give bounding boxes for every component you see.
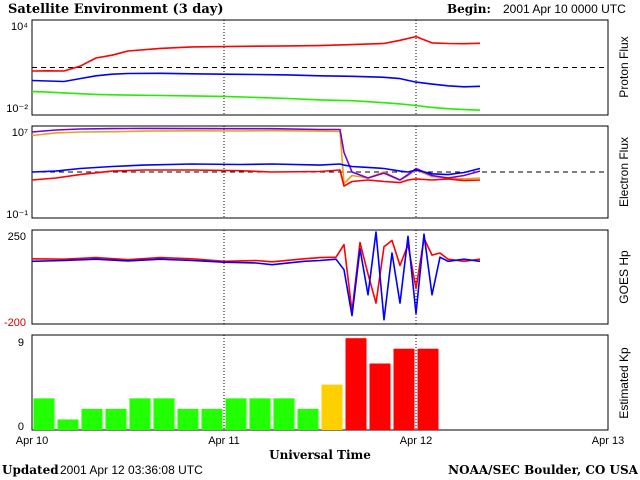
- kp-ytick-bottom: 0: [18, 421, 24, 433]
- estimated-kp-panel: 9 0 Estimated Kp: [18, 334, 631, 433]
- x-tick-label-1: Apr 10: [16, 435, 48, 447]
- electron-ytick-top: 10⁷: [12, 127, 28, 139]
- kp-bar-10: [249, 398, 271, 430]
- electron-series-orange-0: [31, 129, 481, 185]
- hp-frame: [31, 229, 609, 325]
- x-tick-label-2: Apr 11: [208, 435, 240, 447]
- x-axis-label: Universal Time: [269, 448, 371, 462]
- proton-ylabel: Proton Flux: [617, 36, 631, 97]
- kp-bar-6: [153, 398, 175, 430]
- kp-bar-7: [177, 408, 199, 430]
- hp-ylabel: GOES Hp: [617, 250, 631, 304]
- electron-ylabel: Electron Flux: [617, 137, 631, 207]
- proton-flux-panel: 10⁴ 10⁻² Proton Flux: [6, 19, 631, 116]
- kp-frame: [31, 334, 609, 431]
- begin-value: 2001 Apr 10 0000 UTC: [503, 2, 626, 16]
- hp-ytick-top: 250: [8, 231, 26, 243]
- electron-flux-panel: 10⁷ 10⁻¹ Electron Flux: [6, 125, 631, 221]
- x-tick-label-3: Apr 12: [400, 435, 432, 447]
- proton-series-green-2: [31, 90, 481, 111]
- electron-series-red-3: [31, 169, 481, 187]
- proton-series-red-0: [31, 35, 481, 72]
- electron-series: [31, 126, 608, 218]
- kp-ytick-top: 9: [18, 337, 24, 349]
- updated-label: Updated: [2, 463, 59, 477]
- x-tick-label-4: Apr 13: [592, 435, 624, 447]
- figure-title: Satellite Environment (3 day): [8, 2, 223, 17]
- goes-hp-panel: 250 -200 GOES Hp: [4, 229, 631, 329]
- kp-bar-17: [417, 348, 439, 430]
- kp-bar-15: [369, 363, 391, 430]
- kp-bars: [33, 335, 439, 430]
- kp-bar-1: [33, 398, 55, 430]
- proton-series-blue-1: [31, 72, 481, 88]
- electron-series-blue-2: [31, 163, 481, 176]
- kp-bar-14: [345, 338, 367, 430]
- x-axis: Apr 10 Apr 11 Apr 12 Apr 13: [16, 435, 624, 447]
- kp-bar-13: [321, 384, 343, 430]
- kp-bar-5: [129, 398, 151, 430]
- kp-bar-9: [225, 398, 247, 430]
- electron-ytick-bottom: 10⁻¹: [6, 209, 28, 221]
- proton-ytick-bottom: 10⁻²: [6, 103, 28, 115]
- kp-bar-16: [393, 348, 415, 430]
- credit-text: NOAA/SEC Boulder, CO USA: [448, 463, 639, 477]
- proton-series: [31, 20, 608, 115]
- hp-series-blue-1: [31, 231, 481, 321]
- kp-bar-4: [105, 408, 127, 430]
- proton-ytick-top: 10⁴: [11, 21, 28, 33]
- kp-bar-11: [273, 398, 295, 430]
- kp-bar-3: [81, 408, 103, 430]
- hp-ytick-bottom: -200: [4, 317, 26, 329]
- kp-bar-8: [201, 408, 223, 430]
- kp-bar-12: [297, 408, 319, 430]
- hp-series: [31, 230, 481, 324]
- begin-label: Begin:: [447, 2, 491, 16]
- kp-ylabel: Estimated Kp: [617, 347, 631, 419]
- kp-bar-2: [57, 419, 79, 430]
- updated-value: 2001 Apr 12 03:36:08 UTC: [60, 463, 203, 477]
